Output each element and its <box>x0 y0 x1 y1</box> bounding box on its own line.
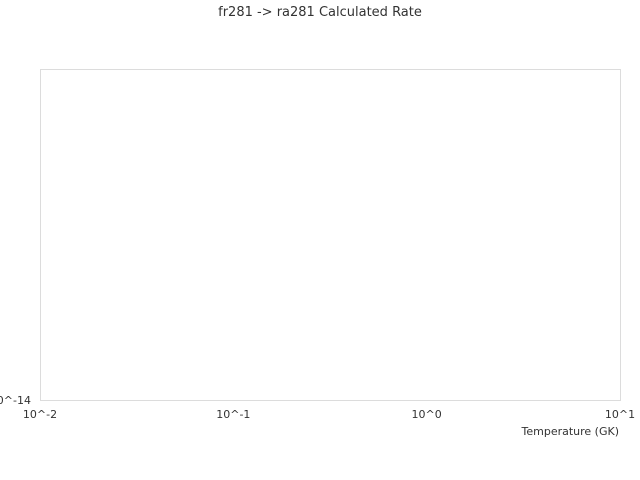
plot-area <box>40 69 621 401</box>
chart-title: fr281 -> ra281 Calculated Rate <box>218 5 422 20</box>
x-tick-label: 10^-1 <box>216 408 250 421</box>
x-axis-label: Temperature (GK) <box>521 425 620 438</box>
y-tick-label: 10^-14 <box>0 394 31 407</box>
x-tick-label: 10^-2 <box>23 408 57 421</box>
x-tick-label: 10^1 <box>605 408 635 421</box>
x-tick-label: 10^0 <box>412 408 442 421</box>
